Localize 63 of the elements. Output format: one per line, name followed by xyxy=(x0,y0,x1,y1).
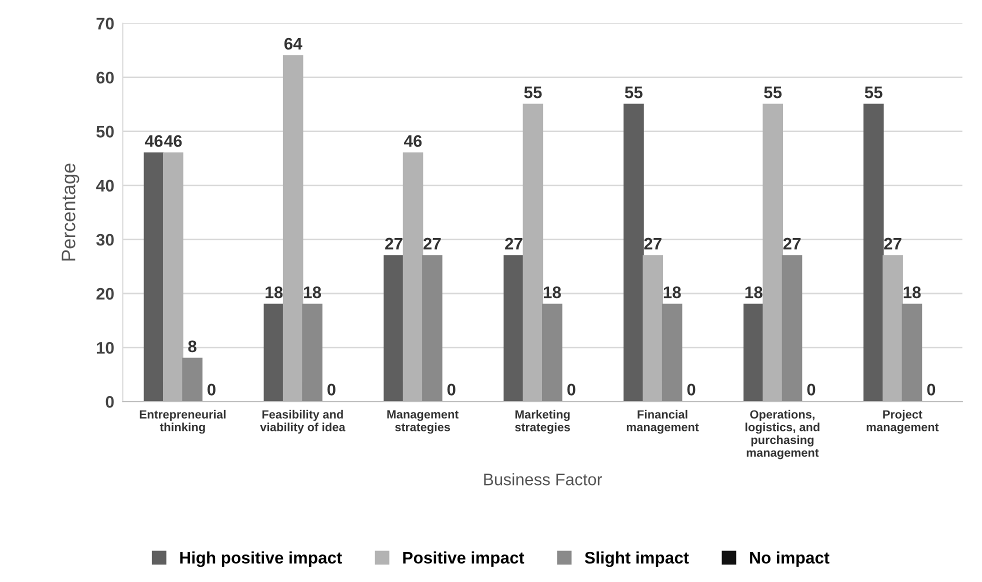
data-label: 0 xyxy=(807,384,816,396)
bar xyxy=(144,152,164,402)
bar xyxy=(624,104,644,402)
legend-label: Slight impact xyxy=(584,551,689,567)
y-tick-label: 20 xyxy=(96,288,114,300)
y-tick-label: 70 xyxy=(96,18,114,30)
bar xyxy=(384,255,404,402)
x-tick-label: Marketing strategies xyxy=(515,410,570,434)
data-label: 46 xyxy=(164,135,182,147)
bar xyxy=(182,358,202,402)
data-label: 27 xyxy=(783,238,801,250)
data-label: 0 xyxy=(567,384,576,396)
data-label: 64 xyxy=(284,38,302,50)
y-tick-label: 50 xyxy=(96,126,114,138)
y-tick-label: 0 xyxy=(106,396,114,408)
y-tick-label: 60 xyxy=(96,72,114,84)
x-tick-label: Financial management xyxy=(626,410,699,434)
x-axis-title: Business Factor xyxy=(484,473,602,486)
data-label: 18 xyxy=(266,286,283,298)
data-label: 27 xyxy=(884,238,902,250)
data-label: 55 xyxy=(864,86,882,98)
data-label: 0 xyxy=(927,384,936,396)
data-label: 0 xyxy=(447,384,456,396)
data-label: 55 xyxy=(764,86,782,98)
bar xyxy=(662,304,682,402)
data-label: 18 xyxy=(544,286,561,298)
data-label: 8 xyxy=(188,340,196,352)
bar xyxy=(264,304,284,402)
data-label: 18 xyxy=(304,286,322,298)
legend-label: No impact xyxy=(750,551,830,567)
bar xyxy=(782,255,802,402)
legend-label: High positive impact xyxy=(180,551,342,567)
y-tick-label: 10 xyxy=(96,342,114,354)
bar xyxy=(863,104,884,402)
data-label: 55 xyxy=(524,86,542,98)
y-tick-label: 40 xyxy=(96,180,114,192)
data-label: 0 xyxy=(687,384,696,396)
x-tick-label: Operations, logistics, and purchasing management xyxy=(746,410,820,460)
data-label: 27 xyxy=(385,238,402,250)
bar xyxy=(744,304,764,402)
data-label: 27 xyxy=(424,238,441,250)
data-label: 27 xyxy=(644,238,662,250)
y-tick-label: 30 xyxy=(96,234,114,246)
data-label: 18 xyxy=(745,286,762,298)
bar xyxy=(302,304,322,402)
x-tick-label: Management strategies xyxy=(387,410,459,434)
data-label: 18 xyxy=(904,286,921,298)
data-label: 0 xyxy=(327,384,336,396)
data-label: 27 xyxy=(505,238,522,250)
x-tick-label: Project management xyxy=(866,410,939,434)
x-tick-label: Feasibility and viability of idea xyxy=(260,410,346,434)
data-label: 46 xyxy=(404,135,422,147)
y-axis-title: Percentage xyxy=(62,164,80,261)
data-label: 18 xyxy=(664,286,681,298)
data-label: 46 xyxy=(144,135,163,147)
bar xyxy=(902,304,922,402)
bar xyxy=(422,255,442,402)
data-label: 55 xyxy=(624,86,643,98)
data-label: 0 xyxy=(208,384,216,396)
bar xyxy=(504,255,524,402)
bar xyxy=(542,304,562,402)
legend-label: Positive impact xyxy=(403,551,524,567)
x-tick-label: Entrepreneurial thinking xyxy=(140,410,226,434)
